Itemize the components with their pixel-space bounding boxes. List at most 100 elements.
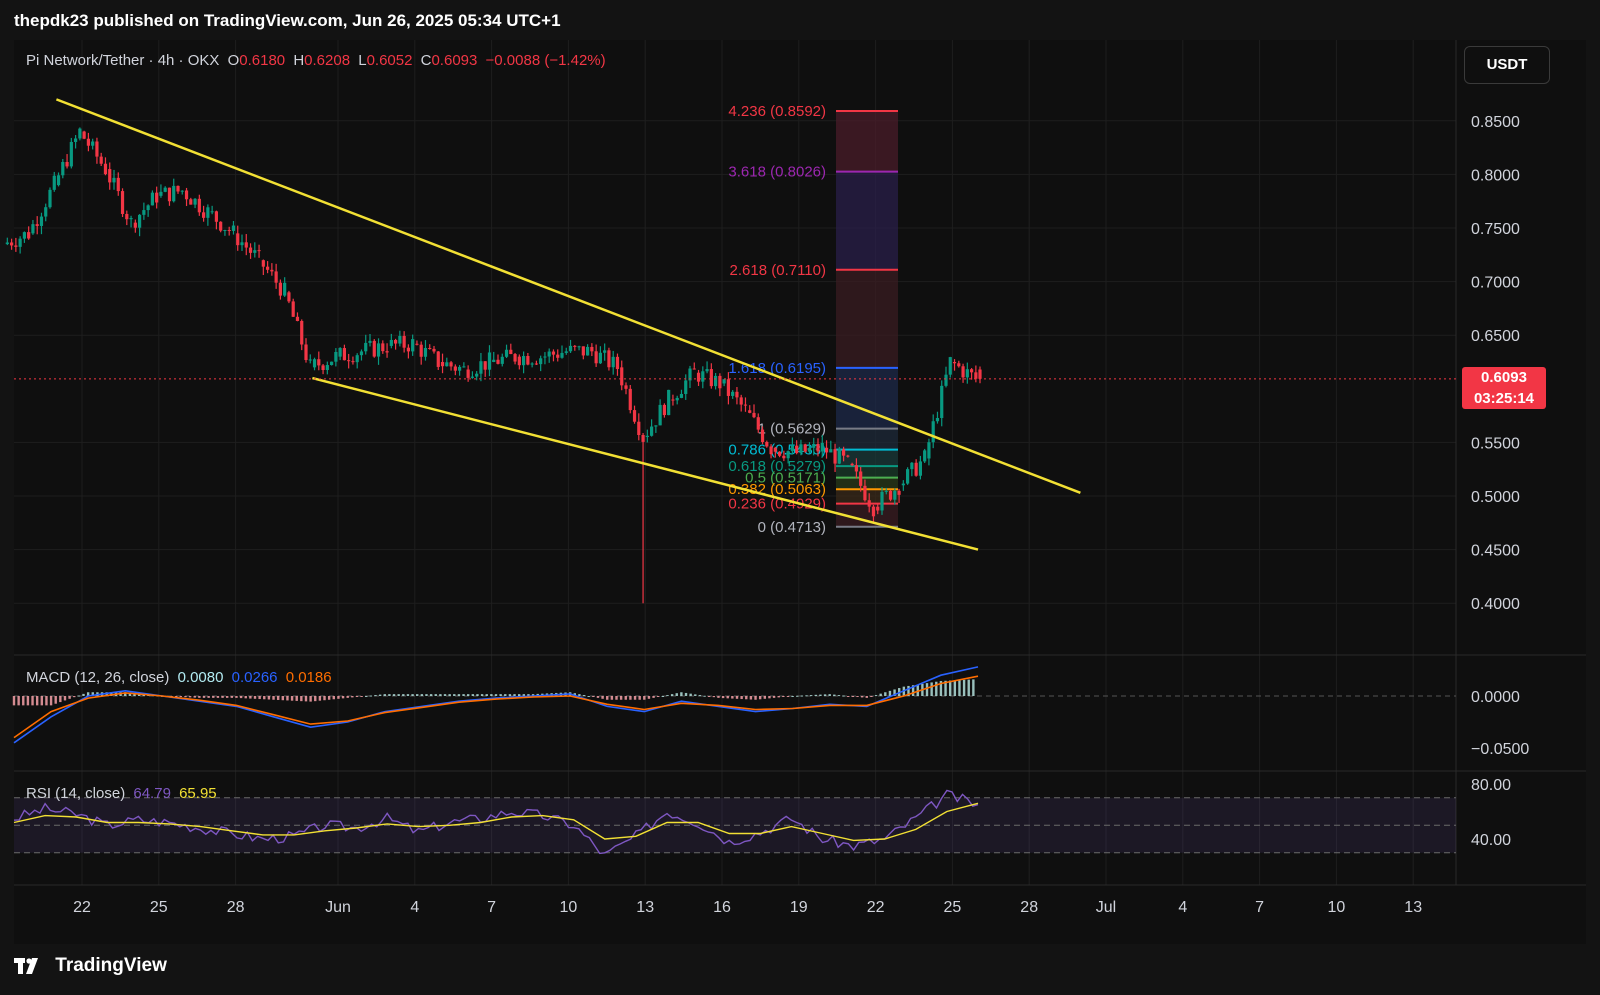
macd-histogram-bar — [425, 694, 428, 696]
macd-histogram-bar — [128, 692, 132, 696]
time-tick-label: 22 — [73, 899, 91, 916]
candle-body — [453, 366, 457, 371]
candle-body — [91, 141, 95, 146]
candle-body — [180, 190, 184, 192]
rsi-tick-label: 80.00 — [1471, 777, 1511, 794]
macd-signal-value: 0.0186 — [285, 669, 332, 686]
candle-body — [667, 389, 671, 416]
candle-body — [236, 233, 240, 246]
macd-histogram-bar — [207, 696, 210, 698]
fib-zone — [836, 449, 898, 467]
macd-histogram-bar — [258, 696, 261, 700]
candle-body — [274, 271, 278, 283]
macd-histogram-bar — [967, 679, 970, 696]
low-value: 0.6052 — [366, 52, 413, 69]
candle-body — [803, 444, 807, 452]
macd-histogram-bar — [587, 696, 590, 697]
macd-histogram-bar — [17, 696, 20, 706]
high-value: 0.6208 — [304, 52, 351, 69]
candle-body — [965, 369, 969, 378]
candle-body — [539, 358, 543, 365]
candle-body — [888, 490, 893, 500]
candle-body — [18, 238, 22, 247]
macd-histogram-bar — [263, 696, 266, 700]
macd-histogram-bar — [235, 696, 238, 698]
candle-body — [739, 397, 743, 405]
macd-histogram-bar — [768, 696, 771, 699]
macd-histogram-bar — [972, 679, 975, 696]
macd-histogram-bar — [392, 694, 396, 696]
macd-histogram-bar — [323, 696, 326, 701]
fib-level-label: 0.236 (0.4929) — [728, 496, 826, 513]
rsi-legend[interactable]: RSI (14, close) 64.79 65.95 — [26, 785, 217, 802]
macd-histogram-bar — [188, 696, 192, 698]
candle-body — [534, 363, 538, 365]
candle-body — [705, 369, 709, 372]
candle-body — [901, 483, 905, 486]
macd-histogram-bar — [369, 695, 373, 697]
candle-body — [765, 442, 769, 447]
candle-body — [129, 218, 133, 220]
macd-histogram-bar — [851, 696, 855, 697]
chart-frame[interactable] — [14, 40, 1586, 944]
macd-histogram-bar — [402, 694, 405, 696]
candle-body — [679, 393, 684, 398]
macd-histogram-bar — [661, 696, 665, 697]
price-tick-label: 0.8000 — [1471, 167, 1520, 184]
time-tick-label: 25 — [944, 899, 962, 916]
macd-histogram-bar — [22, 696, 25, 706]
candle-body — [112, 177, 116, 183]
candle-body — [517, 356, 521, 366]
candle-body — [167, 187, 172, 202]
candle-body — [624, 385, 628, 389]
candle-body — [197, 198, 201, 213]
macd-histogram-bar — [805, 695, 808, 697]
candle-body — [684, 380, 688, 394]
candle-body — [586, 346, 590, 356]
macd-histogram-bar — [175, 696, 178, 697]
macd-histogram-bar — [884, 692, 887, 696]
macd-histogram-bar — [31, 696, 34, 706]
time-tick-label: 19 — [790, 899, 808, 916]
price-tick-label: 0.6500 — [1471, 328, 1520, 345]
candle-body — [376, 343, 381, 357]
candle-body — [470, 376, 474, 378]
last-price-value: 0.6093 — [1481, 369, 1527, 386]
macd-histogram-bar — [930, 682, 933, 696]
price-tick-label: 0.4500 — [1471, 543, 1520, 560]
tradingview-footer[interactable]: TradingView — [14, 955, 167, 985]
symbol-legend: Pi Network/Tether · 4h · OKX O0.6180 H0.… — [26, 52, 606, 69]
macd-histogram-bar — [193, 696, 196, 698]
candle-body — [743, 404, 748, 406]
candle-body — [952, 362, 957, 364]
time-tick-label: Jul — [1096, 899, 1116, 916]
macd-legend[interactable]: MACD (12, 26, close) 0.0080 0.0266 0.018… — [26, 669, 332, 686]
macd-histogram-bar — [212, 696, 215, 698]
macd-histogram-bar — [304, 696, 308, 702]
price-tick-label: 0.4000 — [1471, 596, 1520, 613]
macd-histogram-bar — [758, 696, 762, 700]
macd-histogram-bar — [573, 693, 576, 696]
currency-button[interactable]: USDT — [1464, 46, 1550, 84]
macd-histogram-bar — [434, 694, 437, 696]
macd-histogram-bar — [499, 694, 502, 696]
candle-body — [22, 232, 26, 239]
macd-histogram-bar — [314, 696, 317, 702]
candle-body — [394, 339, 398, 344]
symbol-name[interactable]: Pi Network/Tether · 4h · OKX — [26, 52, 220, 69]
macd-histogram-bar — [221, 696, 224, 698]
candle-body — [334, 351, 338, 362]
macd-histogram-bar — [879, 693, 882, 696]
time-tick-label: 28 — [1020, 899, 1038, 916]
macd-histogram-bar — [615, 696, 618, 700]
macd-histogram-bar — [286, 696, 289, 701]
candle-body — [773, 447, 777, 452]
macd-histogram-bar — [925, 683, 929, 696]
candle-body — [718, 375, 722, 389]
candle-body — [731, 391, 735, 396]
fib-zone — [836, 477, 898, 490]
macd-histogram-bar — [870, 696, 873, 697]
macd-histogram-bar — [796, 695, 799, 697]
macd-histogram-bar — [726, 696, 729, 699]
